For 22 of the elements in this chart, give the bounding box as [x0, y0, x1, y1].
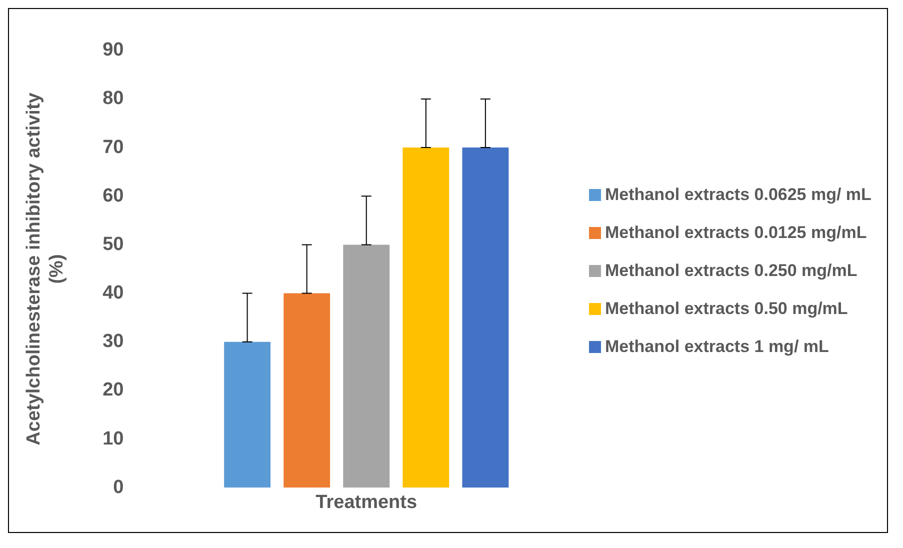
legend-label: Methanol extracts 1 mg/ mL [605, 336, 829, 358]
y-tick-label: 30 [102, 331, 124, 352]
y-tick-label: 0 [113, 476, 124, 498]
y-tick-label: 50 [102, 234, 124, 255]
legend-label: Methanol extracts 0.50 mg/mL [605, 298, 848, 320]
bar [343, 244, 390, 488]
y-tick-label: 40 [102, 282, 124, 304]
bar [462, 148, 509, 488]
legend-label: Methanol extracts 0.0625 mg/ mL [605, 184, 872, 206]
bar [224, 342, 271, 488]
x-axis-title: Treatments [316, 492, 418, 514]
legend-label: Methanol extracts 0.250 mg/mL [605, 260, 858, 282]
legend-label: Methanol extracts 0.0125 mg/mL [605, 222, 867, 244]
y-tick-label: 10 [102, 428, 124, 450]
y-tick-label: 20 [102, 380, 124, 401]
y-tick-label: 70 [102, 136, 124, 158]
y-tick-label: 80 [102, 88, 124, 110]
y-tick-label: 90 [102, 40, 124, 61]
y-tick-label: 60 [102, 185, 124, 206]
y-axis-title: Acetylcholinesterase inhibitory activity (%) [24, 92, 68, 446]
bar [402, 148, 450, 488]
bar [284, 293, 330, 488]
